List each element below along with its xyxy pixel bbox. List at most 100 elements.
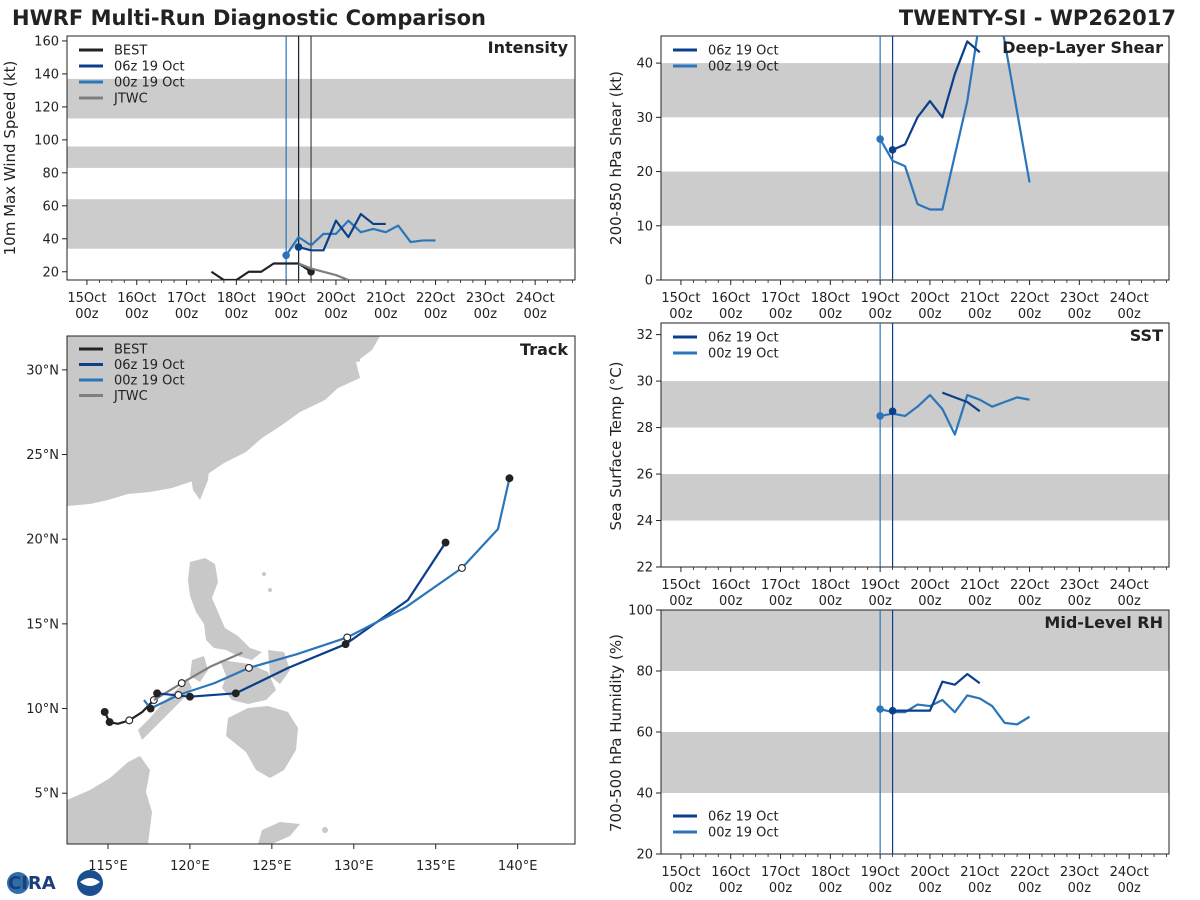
sst-ytick-label-5: 32: [636, 328, 653, 343]
track-plot-layer: 115°E 120°E 125°E 130°E 135°E 140°E 5°N 10°N 15°…: [26, 335, 576, 874]
intensity-xtick-hour-0: 00z: [75, 307, 99, 322]
intensity-xtick-date-6: 21Oct: [366, 291, 405, 306]
intensity-legend-label-2: 00z 19 Oct: [114, 76, 185, 91]
sst-series-00z-19-oct-line: [879, 393, 1030, 436]
intensity-ytick-label-1: 40: [42, 232, 59, 247]
shear-xtick-hour-6: 00z: [968, 307, 992, 322]
rh-series-06z-19-oct-start-point: [888, 706, 897, 715]
shear-xtick-hour-3: 00z: [819, 307, 843, 322]
sst-xtick-date-1: 16Oct: [711, 578, 750, 593]
intensity-xtick-hour-8: 00z: [474, 307, 498, 322]
track-series-00z-19-oct-line: [143, 477, 511, 710]
shear-xtick-date-9: 24Oct: [1110, 291, 1149, 306]
rh-xtick-hour-7: 00z: [1018, 881, 1042, 896]
rh-ytick-label-4: 100: [628, 604, 653, 619]
sst-series-00z-19-oct-start-point: [876, 412, 884, 420]
land-luzon: [188, 558, 262, 660]
intensity-xtick-date-8: 23Oct: [466, 291, 505, 306]
track-series-06z-19-oct-point-2: [231, 689, 240, 698]
sst-xtick-date-5: 20Oct: [910, 578, 949, 593]
track-series-00z-19-oct-point-3: [343, 633, 352, 642]
track-ytick-label-4: 25°N: [26, 448, 59, 463]
shear-panel: 01020304015Oct00z16Oct00z17Oct00z18Oct00…: [607, 35, 1170, 322]
intensity-series-06z-19-oct-line: [298, 212, 386, 252]
shear-xtick-date-3: 18Oct: [811, 291, 850, 306]
rh-legend-label-1: 00z 19 Oct: [708, 826, 779, 841]
rh-ytick-label-1: 40: [636, 787, 653, 802]
land-palawan: [138, 680, 192, 740]
track-series-06z-19-oct-point-0: [153, 689, 162, 698]
storm-title: TWENTY-SI - WP262017: [899, 6, 1176, 30]
shear-ytick-label-2: 20: [636, 165, 653, 180]
intensity-xtick-date-0: 15Oct: [67, 291, 106, 306]
sst-legend-label-1: 00z 19 Oct: [708, 347, 779, 362]
rh-xtick-date-9: 24Oct: [1110, 865, 1149, 880]
intensity-xtick-date-7: 22Oct: [416, 291, 455, 306]
rh-xtick-hour-0: 00z: [669, 881, 693, 896]
track-series-00z-19-oct-point-5: [505, 474, 514, 483]
intensity-series-best-line: [210, 262, 312, 280]
intensity-y-axis-label: 10m Max Wind Speed (kt): [1, 61, 19, 256]
land-borneo: [67, 756, 152, 844]
rh-series-00z-19-oct-line: [879, 694, 1031, 726]
sst-series-06z-19-oct-start-point: [888, 407, 897, 416]
intensity-band-2: [67, 78, 575, 119]
track-legend-label-0: BEST: [114, 343, 147, 358]
sst-series-06z-19-oct-line: [942, 391, 981, 413]
sst-ytick-label-1: 24: [636, 514, 653, 529]
intensity-xtick-hour-3: 00z: [225, 307, 249, 322]
intensity-series-00z-19-oct-line: [285, 219, 436, 256]
shear-legend-label-0: 06z 19 Oct: [708, 44, 779, 59]
shear-xtick-hour-1: 00z: [719, 307, 743, 322]
shear-xtick-date-0: 15Oct: [661, 291, 700, 306]
intensity-panel-title: Intensity: [488, 38, 569, 57]
land-samar: [268, 650, 290, 684]
shear-xtick-hour-2: 00z: [769, 307, 793, 322]
rh-ytick-label-3: 80: [636, 665, 653, 680]
sst-xtick-date-8: 23Oct: [1060, 578, 1099, 593]
intensity-xtick-date-1: 16Oct: [117, 291, 156, 306]
rh-xtick-date-5: 20Oct: [910, 865, 949, 880]
figure-title: HWRF Multi-Run Diagnostic Comparison: [12, 6, 486, 30]
shear-xtick-date-6: 21Oct: [960, 291, 999, 306]
shear-series-06z-19-oct-line: [892, 40, 981, 151]
intensity-ytick-label-7: 160: [34, 34, 59, 49]
intensity-xtick-hour-9: 00z: [523, 307, 547, 322]
sst-xtick-hour-6: 00z: [968, 594, 992, 609]
shear-xtick-hour-5: 00z: [918, 307, 942, 322]
track-series-00z-19-oct-point-4: [457, 564, 466, 572]
shear-frame: [660, 35, 1170, 281]
intensity-ytick-label-0: 20: [42, 265, 59, 280]
track-series-jtwc-point-0: [177, 679, 186, 688]
rh-xtick-hour-4: 00z: [868, 881, 892, 896]
track-series-00z-19-oct-point-2: [244, 663, 253, 672]
rh-ytick-label-0: 20: [636, 848, 653, 863]
sst-xtick-hour-0: 00z: [669, 594, 693, 609]
sst-xtick-hour-7: 00z: [1018, 594, 1042, 609]
rh-plot-layer: 2040608010015Oct00z16Oct00z17Oct00z18Oct…: [628, 604, 1170, 896]
track-series-00z-19-oct-point-1: [174, 691, 183, 699]
sst-xtick-date-0: 15Oct: [661, 578, 700, 593]
track-frame: [66, 335, 576, 845]
intensity-xtick-hour-4: 00z: [274, 307, 298, 322]
intensity-xtick-date-5: 20Oct: [316, 291, 355, 306]
shear-y-axis-label: 200-850 hPa Shear (kt): [607, 71, 625, 245]
track-ytick-label-0: 5°N: [35, 787, 60, 802]
intensity-legend-label-0: BEST: [114, 44, 147, 59]
shear-xtick-date-7: 22Oct: [1010, 291, 1049, 306]
intensity-xtick-hour-2: 00z: [175, 307, 199, 322]
track-legend-label-1: 06z 19 Oct: [114, 358, 185, 373]
sst-xtick-hour-5: 00z: [918, 594, 942, 609]
sst-xtick-hour-4: 00z: [868, 594, 892, 609]
land-sulawesi: [258, 822, 300, 844]
shear-xtick-date-8: 23Oct: [1060, 291, 1099, 306]
track-series-06z-19-oct-point-4: [441, 538, 450, 547]
rh-xtick-date-2: 17Oct: [761, 865, 800, 880]
shear-xtick-hour-4: 00z: [868, 307, 892, 322]
track-map-land: [67, 336, 380, 844]
rh-xtick-date-4: 19Oct: [861, 865, 900, 880]
sst-xtick-hour-3: 00z: [819, 594, 843, 609]
shear-xtick-hour-7: 00z: [1018, 307, 1042, 322]
sst-band-0: [661, 474, 1169, 521]
intensity-band-1: [67, 146, 575, 168]
